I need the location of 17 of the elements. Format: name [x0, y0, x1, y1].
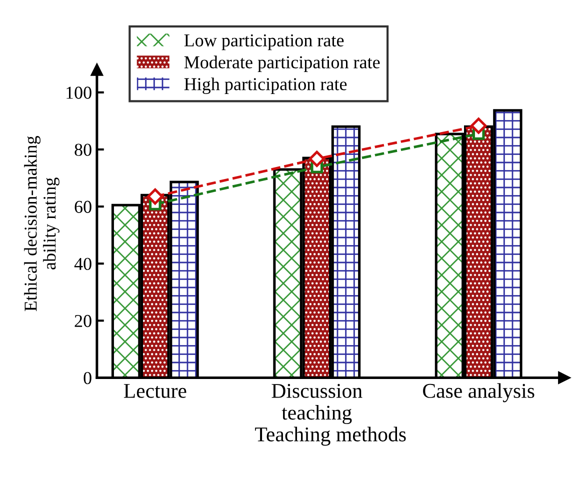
- legend-label: Moderate participation rate: [184, 56, 380, 72]
- y-tick-label: 100: [66, 86, 92, 99]
- y-tick-label: 20: [74, 314, 92, 328]
- point: [470, 118, 487, 134]
- y-tick-label: 40: [74, 258, 92, 270]
- x-tick-label: Case analysis: [423, 383, 534, 402]
- y-axis-title: Ethical decision-making ability rating: [24, 136, 60, 312]
- legend-label: Low participation rate: [184, 34, 344, 50]
- point: [308, 150, 325, 168]
- x-tick-label: Lecture: [124, 384, 186, 398]
- x-tick-label: Discussion teaching: [272, 384, 362, 424]
- legend-label: High participation rate: [184, 78, 347, 94]
- x-axis-title: Teaching methods: [255, 426, 406, 446]
- y-tick-label: 0: [84, 372, 92, 384]
- point: [147, 188, 164, 205]
- y-tick-label: 80: [74, 144, 92, 156]
- y-tick-label: 60: [74, 200, 92, 213]
